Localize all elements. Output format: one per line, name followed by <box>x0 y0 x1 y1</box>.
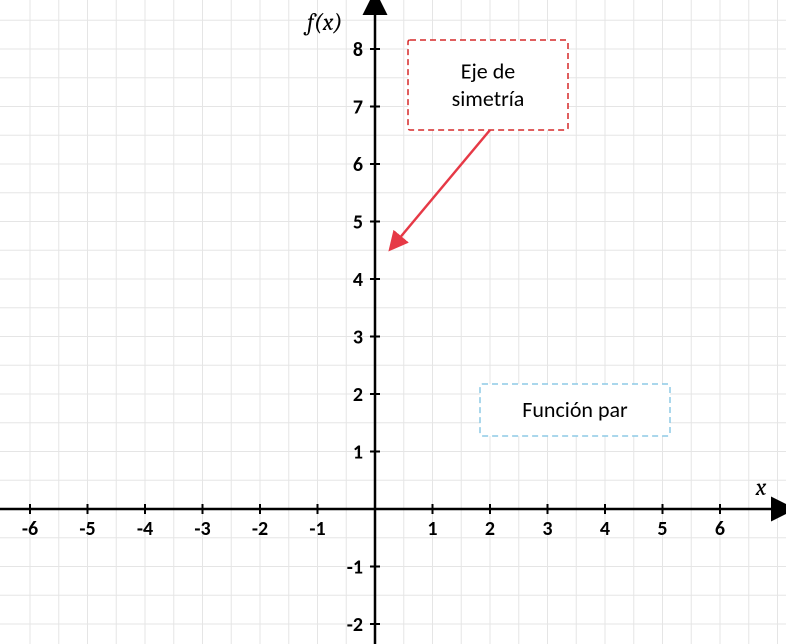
y-tick-label: -1 <box>347 556 363 580</box>
annotation-text: simetría <box>452 85 525 112</box>
x-tick-label: 4 <box>600 517 610 541</box>
x-tick-label: 6 <box>715 517 725 541</box>
parabola-chart: -6 -5 -4 -3 -2 -1 1 2 3 4 5 6 -2 -1 1 2 3 4 5 6 7 8 x f(x) Eje d… <box>0 0 786 644</box>
x-axis-label: x <box>755 473 767 501</box>
annotation-text: Eje de <box>461 57 515 84</box>
x-tick-label: -5 <box>79 517 95 541</box>
y-tick-label: 3 <box>353 326 363 350</box>
y-tick-label: 6 <box>353 153 363 177</box>
y-tick-label: 1 <box>353 441 363 465</box>
x-tick-label: -6 <box>22 517 38 541</box>
y-tick-label: 7 <box>353 96 363 120</box>
y-tick-label: 8 <box>353 38 363 62</box>
y-tick-label: 5 <box>353 211 363 235</box>
x-tick-label: 1 <box>427 517 437 541</box>
x-tick-label: 2 <box>485 517 495 541</box>
annotation-text: Función par <box>522 396 628 423</box>
x-tick-label: 3 <box>542 517 552 541</box>
x-tick-label: -2 <box>252 517 268 541</box>
y-axis-label: f(x) <box>303 8 342 36</box>
y-tick-label: 4 <box>353 268 363 292</box>
annotation-even-function: Función par <box>480 384 670 436</box>
x-tick-label: -1 <box>309 517 325 541</box>
chart-svg: -6 -5 -4 -3 -2 -1 1 2 3 4 5 6 -2 -1 1 2 3 4 5 6 7 8 x f(x) Eje d… <box>0 0 786 644</box>
y-tick-label: -2 <box>347 613 363 637</box>
y-tick-label: 2 <box>353 383 363 407</box>
x-tick-label: -4 <box>137 517 153 541</box>
x-tick-label: 5 <box>657 517 667 541</box>
x-tick-label: -3 <box>194 517 210 541</box>
